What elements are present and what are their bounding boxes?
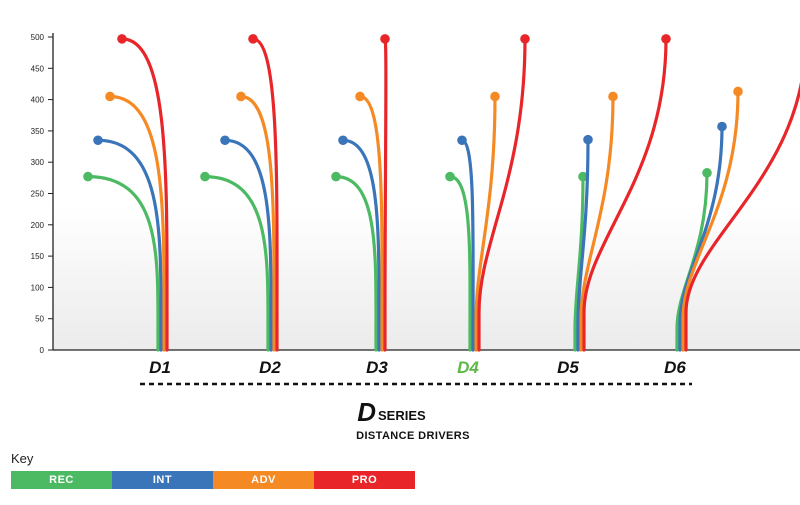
chart-subtitle: DISTANCE DRIVERS (356, 430, 470, 442)
key-title: Key (11, 451, 34, 466)
point-d4-rec (445, 171, 455, 182)
point-d4-adv (490, 91, 500, 102)
point-d3-rec (331, 171, 341, 182)
curve-d4-rec (448, 174, 472, 352)
key-int: INT (112, 471, 213, 489)
point-d6-adv (733, 86, 743, 97)
curve-d4-adv (474, 94, 497, 352)
y-tick-label: 300 (31, 158, 45, 167)
point-d5-rec (578, 171, 588, 182)
key-pro: PRO (314, 471, 415, 489)
point-d5-int (583, 134, 593, 145)
category-label-d4: D4 (457, 358, 479, 377)
curve-d3-int (341, 138, 381, 352)
point-d2-int (220, 135, 230, 146)
curve-d3-adv (358, 94, 384, 352)
y-tick-label: 200 (31, 221, 45, 230)
curve-d5-rec (573, 174, 585, 352)
point-d1-pro (117, 34, 127, 44)
curve-d5-pro (582, 37, 668, 352)
category-label-d5: D5 (557, 358, 579, 377)
point-d1-adv (105, 91, 115, 102)
series-title-series: SERIES (378, 408, 426, 423)
plot-background (53, 30, 800, 350)
curve-d6-pro (684, 81, 800, 352)
y-tick-label: 150 (31, 252, 45, 261)
point-d4-int (457, 135, 467, 146)
key-legend: REC INT ADV PRO (11, 471, 415, 489)
y-tick-label: 250 (31, 190, 45, 199)
point-d1-int (93, 135, 103, 146)
curve-d3-rec (334, 174, 378, 352)
point-d5-pro (661, 34, 671, 44)
key-adv: ADV (213, 471, 314, 489)
point-d1-rec (83, 171, 93, 182)
category-label-d3: D3 (366, 358, 388, 377)
series-title-d: D (357, 397, 376, 427)
point-d2-adv (236, 91, 246, 102)
series-title: D SERIES (357, 397, 426, 427)
curve-d3-pro (383, 37, 388, 352)
y-tick-label: 400 (31, 96, 45, 105)
point-d6-rec (702, 168, 712, 178)
curve-d1-pro (120, 37, 169, 352)
curve-d2-pro (251, 37, 279, 352)
y-tick-label: 0 (40, 346, 45, 355)
y-tick-label: 500 (31, 33, 45, 42)
curve-d1-adv (108, 94, 166, 352)
curve-d2-rec (203, 174, 270, 352)
point-d3-pro (380, 34, 390, 44)
category-label-d2: D2 (259, 358, 281, 377)
point-d3-adv (355, 91, 365, 102)
curve-d6-int (678, 124, 724, 352)
curve-d1-rec (86, 174, 160, 352)
category-label-d6: D6 (664, 358, 686, 377)
curve-d2-int (223, 138, 273, 352)
category-label-d1: D1 (149, 358, 171, 377)
point-d2-rec (200, 171, 210, 182)
curve-d4-pro (477, 37, 527, 352)
y-tick-label: 450 (31, 64, 45, 73)
curve-d2-adv (239, 94, 276, 352)
point-d6-int (717, 121, 727, 132)
point-d3-int (338, 135, 348, 146)
point-d5-adv (608, 91, 618, 102)
point-d4-pro (520, 34, 530, 44)
curve-d1-int (96, 138, 163, 352)
curve-d5-int (576, 138, 590, 352)
curve-d5-adv (579, 94, 615, 352)
point-d2-pro (248, 34, 258, 44)
y-tick-label: 350 (31, 127, 45, 136)
y-tick-label: 50 (35, 315, 44, 324)
y-tick-label: 100 (31, 283, 45, 292)
curve-d6-adv (681, 89, 740, 352)
curve-d4-int (460, 138, 475, 352)
key-rec: REC (11, 471, 112, 489)
